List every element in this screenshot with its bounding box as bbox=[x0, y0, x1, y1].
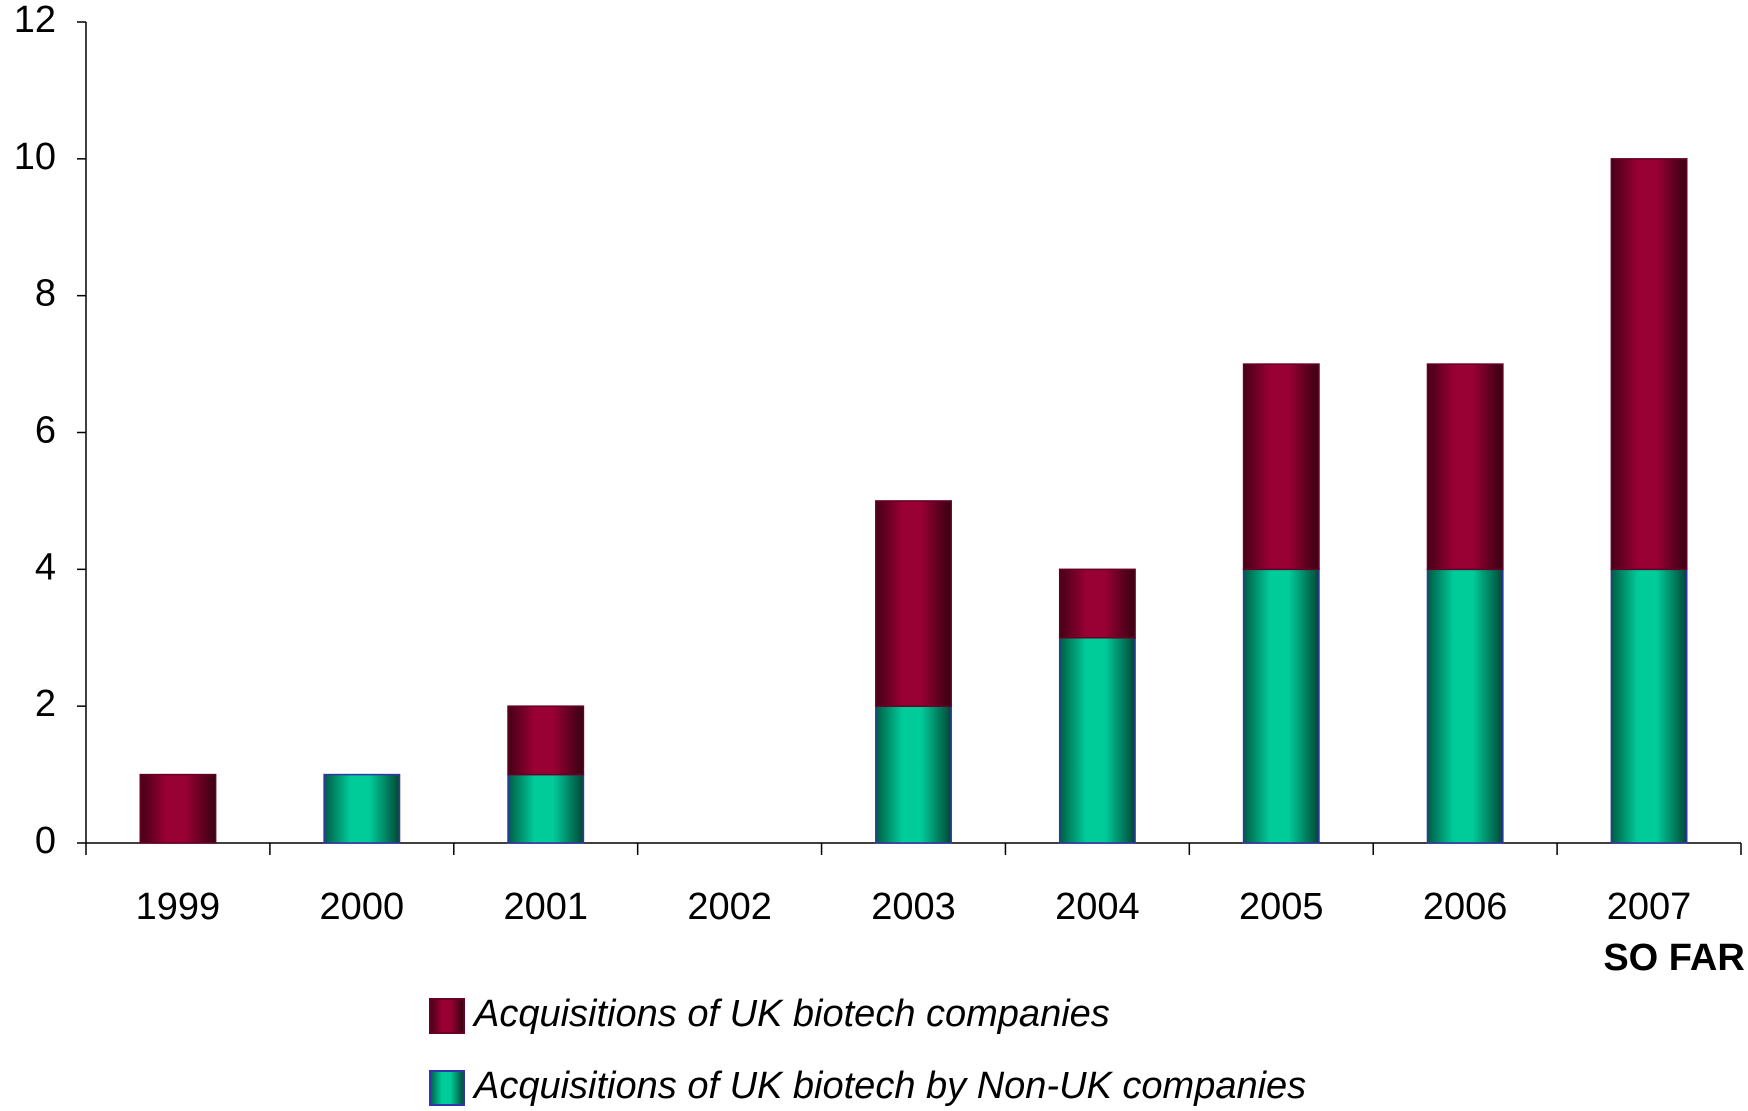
x-tick-label: 1999 bbox=[136, 886, 221, 928]
bar-segment bbox=[875, 705, 952, 844]
bar-segment bbox=[323, 773, 401, 844]
bar-segment bbox=[507, 773, 585, 844]
x-tick-label: 2007 bbox=[1607, 886, 1692, 928]
bar-segment bbox=[1610, 158, 1688, 571]
bar-segment bbox=[139, 773, 217, 844]
x-tick-label: 2006 bbox=[1423, 886, 1508, 928]
x-tick-label: 2002 bbox=[687, 886, 772, 928]
bar-segment bbox=[1426, 363, 1504, 571]
x-tick-label: 2001 bbox=[503, 886, 588, 928]
legend-label: Acquisitions of UK biotech companies bbox=[472, 993, 1110, 1035]
legend-label: Acquisitions of UK biotech by Non-UK com… bbox=[472, 1065, 1306, 1107]
bar-segment bbox=[507, 705, 585, 776]
bar-segment bbox=[1058, 637, 1136, 844]
y-tick-label: 10 bbox=[14, 136, 56, 178]
x-tick-label: 2003 bbox=[871, 886, 956, 928]
y-tick-label: 0 bbox=[35, 820, 56, 862]
y-tick-label: 12 bbox=[14, 0, 56, 41]
bar-segment bbox=[1610, 568, 1688, 844]
x-tick-label: 2000 bbox=[320, 886, 405, 928]
legend-swatch bbox=[429, 998, 465, 1034]
bar-segment bbox=[1242, 568, 1320, 844]
bar-segment bbox=[1058, 568, 1136, 639]
x-tick-label: 2004 bbox=[1055, 886, 1140, 928]
bar-segment bbox=[875, 500, 952, 707]
y-tick-label: 8 bbox=[35, 273, 56, 315]
y-tick-label: 4 bbox=[35, 546, 56, 588]
legend-swatch bbox=[429, 1070, 465, 1106]
y-tick-label: 6 bbox=[35, 410, 56, 452]
bar-segment bbox=[1242, 363, 1320, 571]
y-tick-label: 2 bbox=[35, 683, 56, 725]
x-tick-label: 2005 bbox=[1239, 886, 1324, 928]
bar-segment bbox=[1426, 568, 1504, 844]
category-note: SO FAR bbox=[1603, 937, 1744, 979]
